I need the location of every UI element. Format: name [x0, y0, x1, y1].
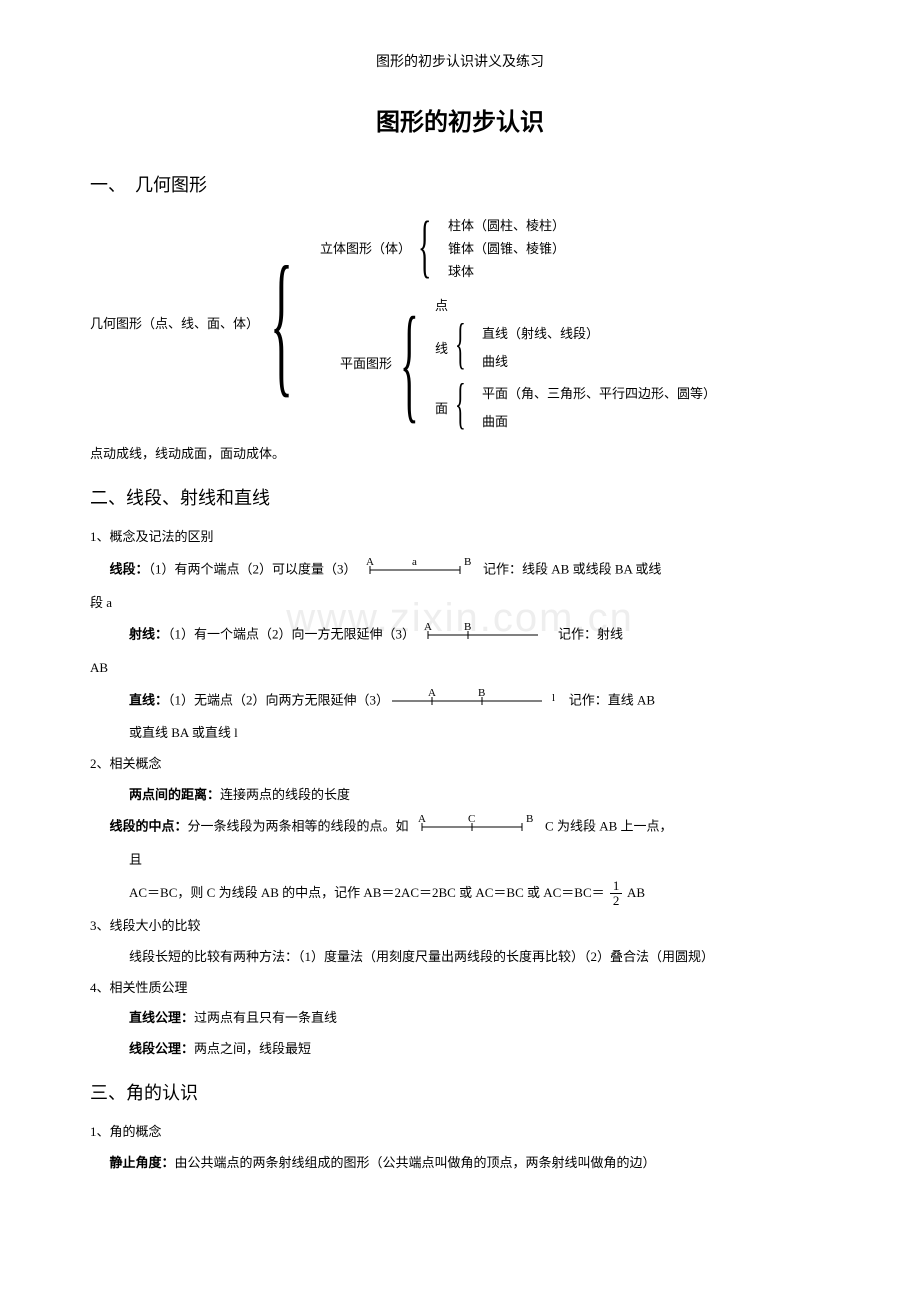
header-small: 图形的初步认识讲义及练习 [90, 50, 830, 77]
label-A: A [424, 621, 432, 633]
midpoint-bold: 线段的中点： [110, 819, 188, 834]
page-title: 图形的初步认识 [90, 101, 830, 147]
section1-footnote: 点动成线，线动成面，面动成体。 [90, 442, 830, 467]
tree-plane-face-item: 平面（角、三角形、平行四边形、圆等） [482, 382, 716, 407]
brace-icon: { [455, 376, 466, 432]
label-a: a [412, 556, 417, 568]
s2-item3-text: 线段长短的比较有两种方法：（1）度量法（用刻度尺量出两线段的长度再比较）（2）叠… [129, 945, 830, 970]
label-C: C [468, 813, 475, 825]
tree-plane-face-item: 曲面 [482, 410, 508, 435]
tree-solid-item: 球体 [448, 260, 474, 285]
brace-icon: { [418, 212, 431, 282]
segment-tail: 段 a [90, 591, 830, 616]
section1-heading: 一、 几何图形 [90, 168, 830, 202]
label-A: A [418, 813, 426, 825]
label-l: l [552, 692, 555, 704]
midpoint-line2: 且 [129, 848, 830, 873]
segment-text2: 记作：线段 AB 或线段 BA 或线 [483, 561, 661, 576]
midpoint-line3a: AC＝BC，则 C 为线段 AB 的中点，记作 AB＝2AC＝2BC 或 AC＝… [129, 885, 605, 900]
page: www.zixin.com.cn 图形的初步认识讲义及练习 图形的初步认识 一、… [0, 0, 920, 1302]
segment-text1: （1）有两个端点（2）可以度量（3） [149, 561, 357, 576]
ray-text1: （1）有一个端点（2）向一方无限延伸（3） [168, 627, 415, 642]
tree-plane-line-item: 直线（射线、线段） [482, 322, 599, 347]
section3-heading: 三、角的认识 [90, 1076, 830, 1110]
axiom-line: 直线公理：过两点有且只有一条直线 [129, 1006, 830, 1031]
s2-item4: 4、相关性质公理 [90, 976, 830, 1001]
brace-icon: { [270, 262, 293, 382]
s3-item1: 1、角的概念 [90, 1120, 830, 1145]
angle-static-bold: 静止角度： [110, 1155, 175, 1170]
tree-solid: 立体图形（体） [320, 237, 411, 262]
ray-tail: AB [90, 656, 830, 681]
midpoint-line3: AC＝BC，则 C 为线段 AB 的中点，记作 AB＝2AC＝2BC 或 AC＝… [129, 879, 830, 909]
s2-item2: 2、相关概念 [90, 752, 830, 777]
segment-bold: 线段： [110, 561, 149, 576]
label-A: A [428, 687, 436, 699]
line-text2: 记作：直线 AB [569, 692, 655, 707]
ray-line: 射线：（1）有一个端点（2）向一方无限延伸（3） A B 记作：射线 [129, 621, 830, 650]
angle-static-text: 由公共端点的两条射线组成的图形（公共端点叫做角的顶点，两条射线叫做角的边） [175, 1155, 656, 1170]
line-bold: 直线： [129, 692, 168, 707]
segment-diagram: A a B [360, 556, 480, 585]
line-line: 直线：（1）无端点（2）向两方无限延伸（3） A B l 记作：直线 AB [129, 687, 830, 716]
label-B: B [464, 556, 471, 568]
axiom-seg: 线段公理：两点之间，线段最短 [129, 1037, 830, 1062]
axiom-seg-bold: 线段公理： [129, 1041, 194, 1056]
label-B: B [526, 813, 533, 825]
label-B: B [464, 621, 471, 633]
axiom-seg-text: 两点之间，线段最短 [194, 1041, 311, 1056]
tree-plane-line-item: 曲线 [482, 350, 508, 375]
segment-line: 线段：（1）有两个端点（2）可以度量（3） A a B 记作：线段 AB 或线段… [110, 556, 831, 585]
hierarchy-tree: 几何图形（点、线、面、体） { 立体图形（体） { 柱体（圆柱、棱柱） 锥体（圆… [90, 212, 830, 432]
axiom-line-text: 过两点有且只有一条直线 [194, 1010, 337, 1025]
fraction: 1 2 [610, 879, 623, 909]
label-B: B [478, 687, 485, 699]
line-text1: （1）无端点（2）向两方无限延伸（3） [168, 692, 389, 707]
distance-text: 连接两点的线段的长度 [220, 787, 350, 802]
midpoint-text2: C 为线段 AB 上一点， [545, 819, 672, 834]
tree-plane-face: 面 [435, 397, 448, 422]
tree-solid-item: 柱体（圆柱、棱柱） [448, 214, 565, 239]
axiom-line-bold: 直线公理： [129, 1010, 194, 1025]
section2-heading: 二、线段、射线和直线 [90, 481, 830, 515]
label-A: A [366, 556, 374, 568]
distance-bold: 两点间的距离： [129, 787, 220, 802]
distance: 两点间的距离：连接两点的线段的长度 [129, 783, 830, 808]
brace-icon: { [455, 316, 466, 372]
tree-plane: 平面图形 [340, 352, 392, 377]
midpoint-text1: 分一条线段为两条相等的线段的点。如 [188, 819, 409, 834]
midpoint-diagram: A C B [412, 813, 542, 842]
midpoint-line3b: AB [624, 885, 645, 900]
angle-static: 静止角度：由公共端点的两条射线组成的图形（公共端点叫做角的顶点，两条射线叫做角的… [110, 1151, 831, 1176]
ray-bold: 射线： [129, 627, 168, 642]
content: 图形的初步认识讲义及练习 图形的初步认识 一、 几何图形 几何图形（点、线、面、… [90, 50, 830, 1175]
tree-root: 几何图形（点、线、面、体） [90, 312, 259, 337]
brace-icon: { [400, 298, 419, 428]
ray-text2: 记作：射线 [558, 627, 623, 642]
tree-solid-item: 锥体（圆锥、棱锥） [448, 237, 565, 262]
fraction-den: 2 [610, 894, 623, 908]
ray-diagram: A B [418, 621, 548, 650]
tree-plane-point: 点 [435, 294, 448, 319]
midpoint-line1: 线段的中点：分一条线段为两条相等的线段的点。如 A C B C 为线段 AB 上… [110, 813, 831, 842]
line-tail: 或直线 BA 或直线 l [129, 721, 830, 746]
line-diagram: A B l [392, 687, 562, 716]
tree-plane-line: 线 [435, 337, 448, 362]
fraction-num: 1 [610, 879, 623, 894]
s2-item3: 3、线段大小的比较 [90, 914, 830, 939]
s2-item1: 1、概念及记法的区别 [90, 525, 830, 550]
